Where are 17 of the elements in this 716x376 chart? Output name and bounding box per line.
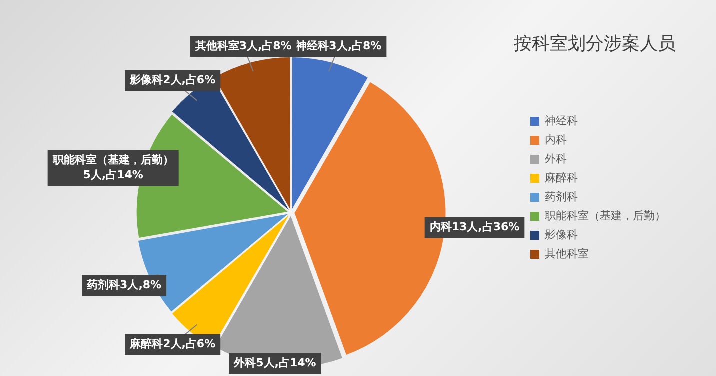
chart-title: 按科室划分涉案人员 bbox=[514, 33, 676, 54]
legend-label: 神经科 bbox=[545, 114, 578, 128]
legend-label: 影像科 bbox=[545, 228, 578, 242]
data-label: 影像科2人,占6% bbox=[129, 74, 216, 87]
legend-label: 外科 bbox=[545, 152, 567, 166]
legend-label: 职能科室（基建，后勤） bbox=[545, 209, 666, 222]
legend-label: 麻醉科 bbox=[545, 171, 578, 184]
legend-label: 其他科室 bbox=[545, 247, 589, 260]
data-label: 麻醉科2人,占6% bbox=[129, 338, 216, 351]
data-label: 职能科室（基建，后勤） 5人,占14% bbox=[52, 154, 174, 182]
data-label: 其他科室3人,占8% bbox=[194, 39, 292, 52]
data-label: 药剂科3人,8% bbox=[86, 278, 162, 292]
data-label: 内科13人,占36% bbox=[430, 220, 520, 234]
legend-label: 内科 bbox=[545, 133, 567, 146]
legend-label: 药剂科 bbox=[545, 190, 578, 204]
data-label: 外科5人,占14% bbox=[233, 356, 316, 370]
data-label: 神经科3人,占8% bbox=[295, 39, 382, 52]
